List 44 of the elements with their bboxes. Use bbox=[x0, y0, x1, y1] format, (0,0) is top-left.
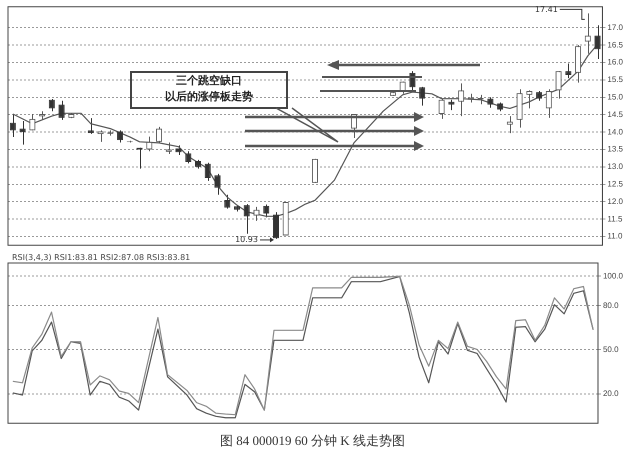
candlestick bbox=[29, 113, 36, 131]
candlestick bbox=[244, 204, 250, 234]
candlestick bbox=[176, 144, 182, 156]
y-tick-label: 100.0 bbox=[602, 271, 624, 280]
y-tick-label: 14.0 bbox=[607, 127, 624, 136]
y-tick-label: 15.0 bbox=[607, 92, 624, 102]
y-tick-label: 17.0 bbox=[607, 22, 624, 32]
y-tick-label: 12.0 bbox=[607, 196, 624, 206]
y-tick-label: 50.0 bbox=[602, 344, 620, 354]
y-tick-label: 15.5 bbox=[607, 75, 624, 84]
y-tick-label: 16.0 bbox=[607, 58, 624, 67]
candlestick bbox=[10, 113, 16, 138]
annotation: 17.41 bbox=[534, 4, 558, 14]
candlestick bbox=[526, 90, 532, 109]
candlestick bbox=[438, 98, 445, 120]
caption: 图 84 000019 60 分钟 K 线走势图 bbox=[219, 432, 406, 450]
y-tick-label: 80.0 bbox=[602, 300, 620, 310]
candlestick bbox=[156, 126, 162, 144]
candlestick bbox=[214, 173, 221, 196]
y-tick-label: 20.0 bbox=[602, 389, 620, 398]
y-tick-label: 16.5 bbox=[607, 40, 624, 50]
candlestick bbox=[556, 70, 562, 100]
y-tick-label: 13.0 bbox=[607, 162, 624, 172]
candlestick bbox=[166, 142, 172, 155]
annotation: 10.93 bbox=[235, 235, 258, 244]
annotation: 三个跳空缺口 bbox=[175, 73, 243, 89]
y-tick-label: 14.5 bbox=[607, 110, 624, 119]
y-tick-label: 11.0 bbox=[607, 232, 623, 241]
y-tick-label: 13.5 bbox=[607, 144, 624, 154]
y-tick-label: 12.5 bbox=[607, 180, 624, 188]
candlestick bbox=[458, 82, 464, 117]
candlestick bbox=[20, 120, 26, 146]
y-tick-label: 11.5 bbox=[607, 214, 623, 224]
candlestick bbox=[204, 162, 211, 182]
candlestick bbox=[487, 96, 494, 108]
candlestick bbox=[58, 100, 65, 120]
candlestick bbox=[546, 88, 552, 118]
candlestick bbox=[272, 212, 279, 240]
annotation: 以后的涨停板走势 bbox=[164, 89, 254, 105]
chart-title: RSI(3,4,3) RSI1:83.81 RSI2:87.08 RSI3:83.81 bbox=[12, 253, 190, 262]
candlestick bbox=[419, 86, 426, 106]
candlestick bbox=[565, 63, 572, 79]
candlestick bbox=[506, 116, 513, 134]
candlestick bbox=[594, 24, 601, 60]
